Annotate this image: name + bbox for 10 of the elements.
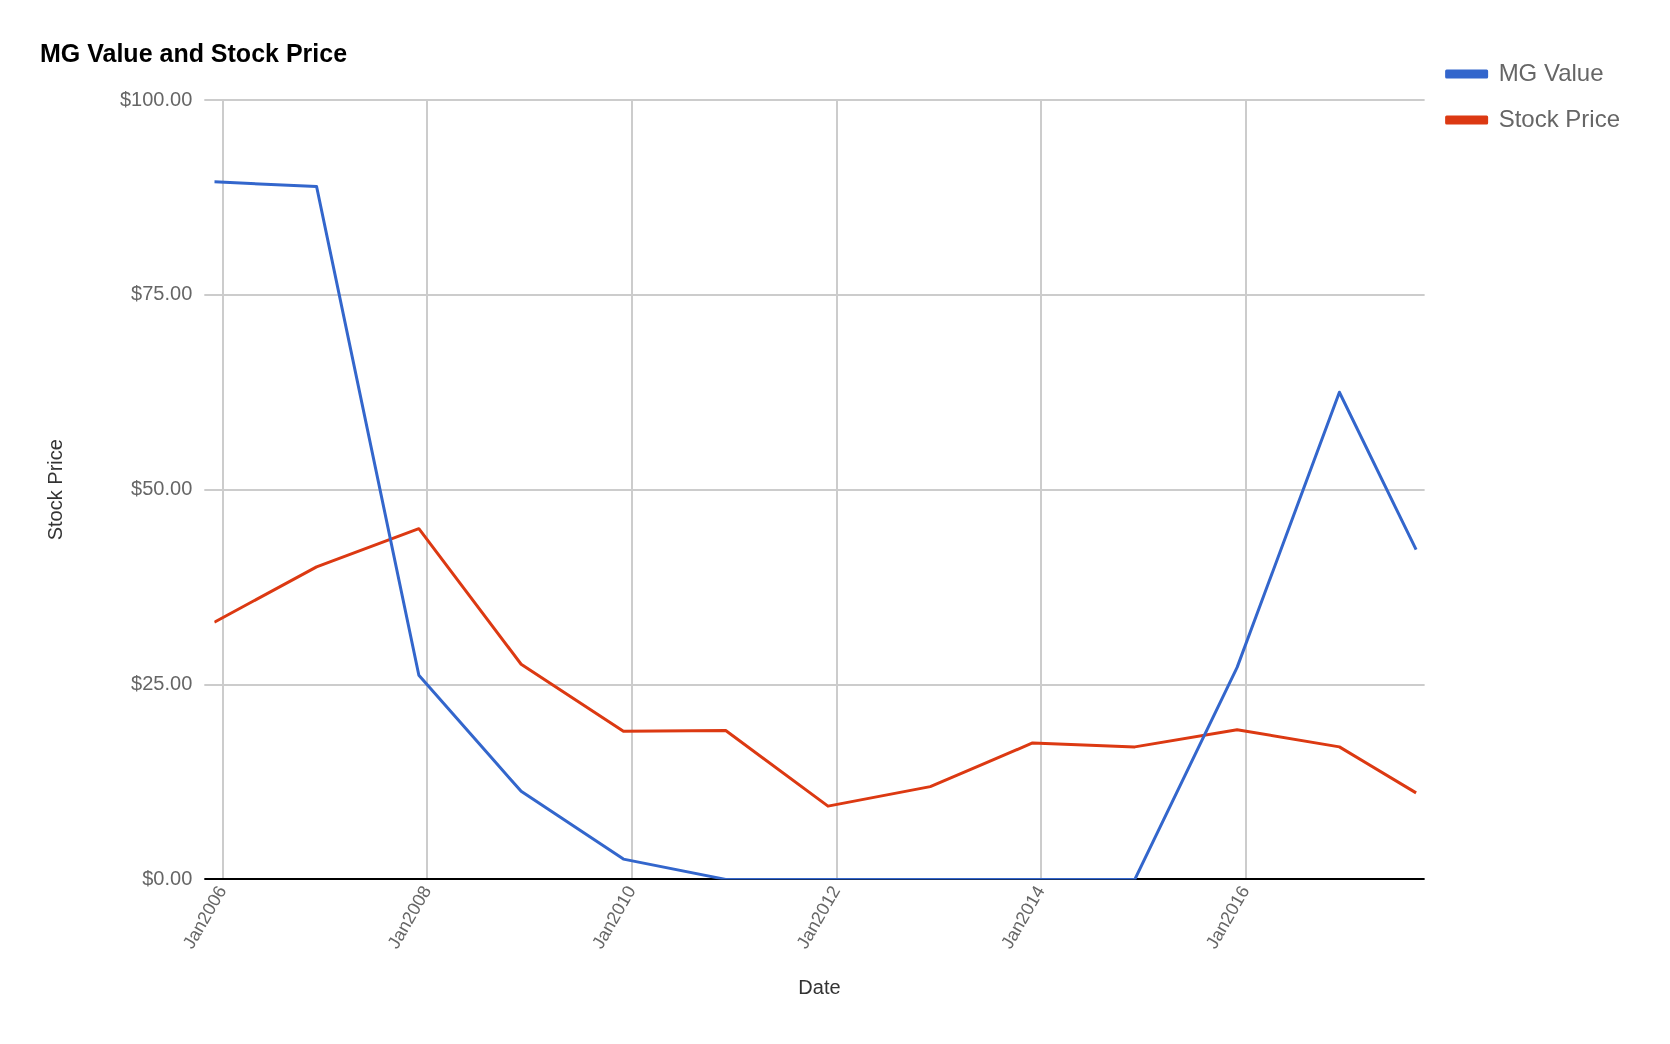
y-tick-label: $50.00 — [131, 477, 193, 500]
x-axis-title: Date — [798, 975, 841, 998]
legend-label: MG Value — [1498, 58, 1604, 86]
chart-title: MG Value and Stock Price — [40, 38, 348, 67]
y-tick-label: $100.00 — [120, 87, 193, 110]
y-tick-label: $75.00 — [131, 282, 193, 305]
y-tick-label: $25.00 — [131, 672, 193, 695]
legend-label: Stock Price — [1498, 104, 1620, 132]
y-tick-label: $0.00 — [142, 866, 193, 889]
y-axis-title: Stock Price — [43, 439, 66, 541]
